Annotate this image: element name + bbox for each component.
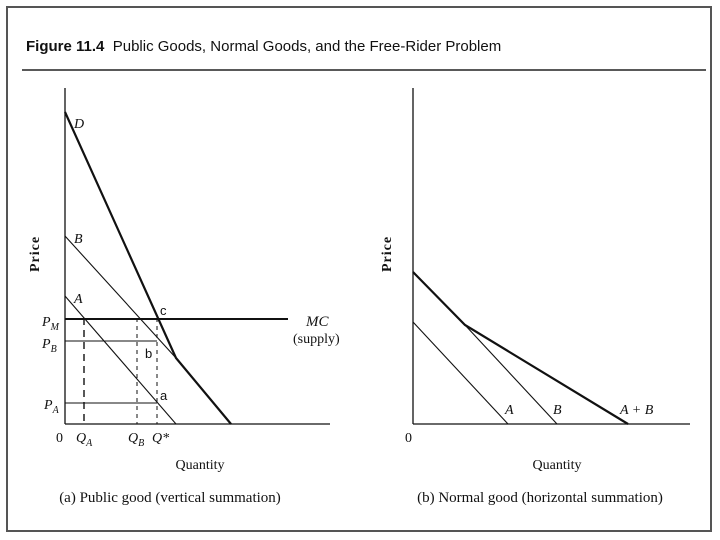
label-mc: MC [305, 314, 329, 330]
demand-d-curve [63, 111, 232, 425]
figure-number: Figure 11.4 [26, 38, 105, 55]
demand-ab-curve [412, 271, 629, 425]
panel-a-caption: (a) Public good (vertical summation) [59, 490, 281, 506]
point-c: c [160, 303, 167, 318]
label-a: A [73, 292, 83, 307]
demand-b-curve [64, 235, 177, 359]
panel-b: A B A + B 0 Price Quantity (b) Normal go… [380, 88, 690, 506]
point-b: b [145, 346, 152, 361]
figure-title: Figure 11.4 Public Goods, Normal Goods, … [26, 38, 501, 55]
panel-b-y-label: Price [380, 236, 395, 272]
label-b-b: B [553, 403, 562, 418]
label-pa: PA [43, 398, 60, 416]
panel-a-origin: 0 [56, 431, 63, 446]
demand-b-line [464, 324, 558, 425]
label-qa: QA [76, 431, 93, 449]
label-b-a: A [504, 403, 514, 418]
panel-b-x-label: Quantity [533, 458, 582, 473]
panel-b-caption: (b) Normal good (horizontal summation) [417, 490, 663, 506]
panel-a-x-label: Quantity [176, 458, 225, 473]
figure-title-text: Public Goods, Normal Goods, and the Free… [112, 38, 502, 55]
label-pm: PM [41, 315, 60, 333]
label-b-ab: A + B [619, 403, 654, 418]
label-pb: PB [41, 337, 57, 355]
label-d: D [73, 117, 84, 132]
label-b: B [74, 232, 83, 247]
label-qb: QB [128, 431, 144, 449]
label-supply: (supply) [293, 332, 340, 347]
point-a: a [160, 388, 168, 403]
demand-a-curve [64, 295, 177, 425]
label-qstar: Q* [152, 431, 169, 446]
panel-a: D B A MC (supply) c b a PM PB PA 0 QA QB… [28, 88, 340, 506]
demand-a-line [412, 321, 509, 425]
panel-a-y-label: Price [28, 236, 43, 272]
panel-b-origin: 0 [405, 431, 412, 446]
figure-frame [6, 6, 712, 532]
